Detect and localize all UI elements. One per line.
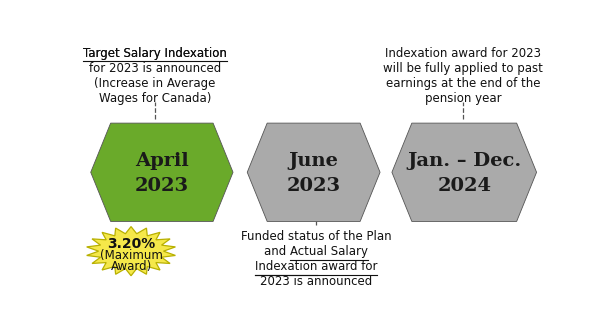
Text: 2023 is announced: 2023 is announced <box>260 276 372 289</box>
Text: Indexation award for 2023: Indexation award for 2023 <box>385 47 541 60</box>
Polygon shape <box>247 123 380 221</box>
Text: Target Salary Indexation: Target Salary Indexation <box>83 47 226 60</box>
Text: Wages for Canada): Wages for Canada) <box>99 92 211 105</box>
Text: Award): Award) <box>110 260 152 273</box>
Text: (Increase in Average: (Increase in Average <box>94 77 215 90</box>
Text: 2023: 2023 <box>135 177 189 196</box>
Text: (Maximum: (Maximum <box>100 249 162 262</box>
Text: Target Salary Indexation: Target Salary Indexation <box>83 47 226 60</box>
Polygon shape <box>87 226 176 276</box>
Text: June: June <box>289 152 338 170</box>
Text: earnings at the end of the: earnings at the end of the <box>386 77 540 90</box>
Text: Indexation award for: Indexation award for <box>255 260 377 274</box>
Polygon shape <box>91 123 233 221</box>
Text: 2024: 2024 <box>437 177 491 196</box>
Text: 3.20%: 3.20% <box>107 237 155 251</box>
Text: will be fully applied to past: will be fully applied to past <box>383 62 543 75</box>
Text: April: April <box>135 152 188 170</box>
Text: for 2023 is announced: for 2023 is announced <box>89 62 221 75</box>
Text: 2023: 2023 <box>286 177 341 196</box>
Polygon shape <box>392 123 537 221</box>
Text: pension year: pension year <box>425 92 501 105</box>
Text: Funded status of the Plan: Funded status of the Plan <box>241 230 391 244</box>
Text: Jan. – Dec.: Jan. – Dec. <box>407 152 521 170</box>
Text: and Actual Salary: and Actual Salary <box>264 246 368 258</box>
